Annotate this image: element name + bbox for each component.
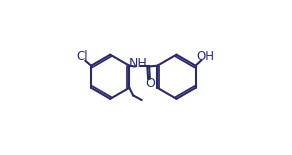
Text: Cl: Cl <box>76 50 88 63</box>
Text: O: O <box>146 78 156 91</box>
Text: NH: NH <box>128 57 147 70</box>
Text: OH: OH <box>197 50 214 63</box>
